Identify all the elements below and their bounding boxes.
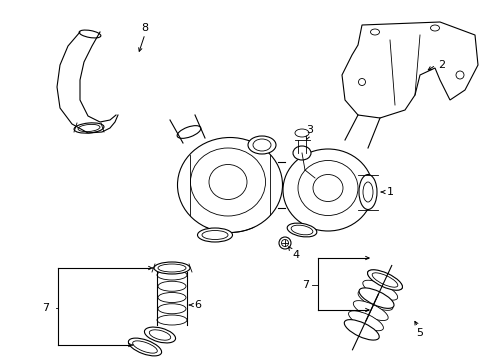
Text: 5: 5 <box>416 328 423 338</box>
Ellipse shape <box>370 29 379 35</box>
Ellipse shape <box>429 25 439 31</box>
Text: 1: 1 <box>386 187 393 197</box>
Ellipse shape <box>177 138 282 233</box>
Text: 8: 8 <box>141 23 148 33</box>
Ellipse shape <box>294 129 308 137</box>
Polygon shape <box>341 22 477 118</box>
Ellipse shape <box>149 330 170 340</box>
Ellipse shape <box>154 262 190 274</box>
Ellipse shape <box>132 341 157 353</box>
Ellipse shape <box>357 291 392 310</box>
Ellipse shape <box>202 230 227 239</box>
Text: 7: 7 <box>42 303 49 313</box>
Ellipse shape <box>158 264 185 272</box>
Ellipse shape <box>74 123 104 133</box>
Text: 3: 3 <box>306 125 313 135</box>
Ellipse shape <box>79 30 101 38</box>
Text: 7: 7 <box>302 280 309 290</box>
Ellipse shape <box>279 237 290 249</box>
Text: 4: 4 <box>292 250 299 260</box>
Ellipse shape <box>292 146 310 160</box>
Ellipse shape <box>358 78 365 86</box>
Ellipse shape <box>78 125 100 132</box>
Ellipse shape <box>208 165 246 199</box>
Ellipse shape <box>352 301 387 320</box>
Ellipse shape <box>197 228 232 242</box>
Ellipse shape <box>367 270 402 290</box>
Ellipse shape <box>158 281 185 291</box>
Ellipse shape <box>283 149 372 231</box>
Ellipse shape <box>158 292 185 302</box>
Ellipse shape <box>312 175 342 202</box>
Ellipse shape <box>297 161 357 216</box>
Text: 6: 6 <box>194 300 201 310</box>
Ellipse shape <box>348 311 383 331</box>
Ellipse shape <box>157 315 186 325</box>
Ellipse shape <box>157 270 186 280</box>
Ellipse shape <box>362 182 372 202</box>
Ellipse shape <box>144 327 175 343</box>
Ellipse shape <box>281 239 288 247</box>
Ellipse shape <box>286 223 316 237</box>
Ellipse shape <box>344 320 379 340</box>
Ellipse shape <box>367 270 402 290</box>
Ellipse shape <box>358 288 393 309</box>
Ellipse shape <box>252 139 270 151</box>
Ellipse shape <box>190 148 265 216</box>
Ellipse shape <box>358 175 376 210</box>
Ellipse shape <box>362 280 397 300</box>
Ellipse shape <box>158 304 185 314</box>
Ellipse shape <box>128 338 162 356</box>
Ellipse shape <box>177 126 201 138</box>
Ellipse shape <box>455 71 463 79</box>
Ellipse shape <box>290 225 312 235</box>
Text: 2: 2 <box>438 60 445 70</box>
Ellipse shape <box>247 136 275 154</box>
Ellipse shape <box>371 273 397 287</box>
